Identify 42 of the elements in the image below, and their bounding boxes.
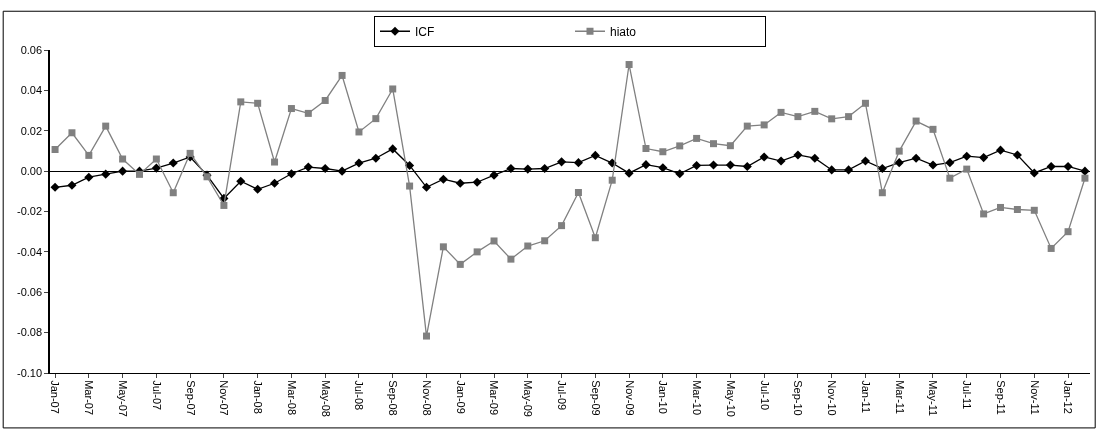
x-tick-label: Jul-11	[961, 380, 974, 410]
y-tick-label: 0.02	[20, 124, 43, 137]
x-tick-label: Jul-09	[555, 380, 568, 411]
x-tick-label: Mar-07	[83, 380, 96, 416]
x-tick-label: Mar-11	[893, 380, 906, 415]
x-tick-label: Nov-10	[826, 380, 839, 416]
x-tick-label: Mar-10	[691, 380, 704, 416]
x-tick-label: Jan-09	[454, 380, 467, 414]
x-tick-label: Nov-08	[420, 380, 433, 416]
x-tick-label: Sep-10	[792, 380, 805, 416]
x-tick-label: Jul-10	[758, 380, 771, 411]
y-tick-label: -0.04	[16, 245, 43, 258]
x-tick-label: May-11	[927, 380, 940, 417]
y-tick-label: 0.00	[20, 164, 43, 177]
x-tick-label: Sep-11	[994, 380, 1007, 415]
x-tick-label: Jan-10	[657, 380, 670, 414]
y-tick-label: -0.10	[16, 366, 43, 379]
x-tick-label: Jan-12	[1062, 380, 1075, 414]
x-tick-label: Sep-09	[589, 380, 602, 416]
x-tick-label: May-10	[724, 380, 737, 417]
x-tick-label: May-08	[319, 380, 332, 417]
y-tick-label: 0.06	[20, 43, 43, 56]
legend-label: ICF	[415, 24, 435, 39]
y-tick-label: -0.06	[16, 286, 43, 299]
x-tick-label: May-09	[522, 380, 535, 417]
x-tick-label: Sep-08	[387, 380, 400, 416]
x-tick-label: Nov-11	[1028, 380, 1041, 415]
y-tick-label: 0.04	[20, 84, 43, 97]
x-tick-label: Jan-11	[859, 380, 872, 414]
x-tick-label: Jan-07	[49, 380, 62, 414]
x-tick-label: Jul-07	[150, 380, 163, 411]
y-tick-label: -0.02	[16, 205, 43, 218]
x-tick-label: Mar-08	[285, 380, 298, 416]
x-tick-label: Jan-08	[252, 380, 265, 414]
x-tick-label: Nov-07	[218, 380, 231, 416]
x-tick-label: Jul-08	[353, 380, 366, 411]
x-tick-label: Nov-09	[623, 380, 636, 416]
y-tick-label: -0.08	[16, 326, 43, 339]
x-tick-label: May-07	[117, 380, 130, 417]
x-tick-label: Mar-09	[488, 380, 501, 416]
x-tick-label: Sep-07	[184, 380, 197, 416]
legend-label: hiato	[610, 24, 637, 39]
